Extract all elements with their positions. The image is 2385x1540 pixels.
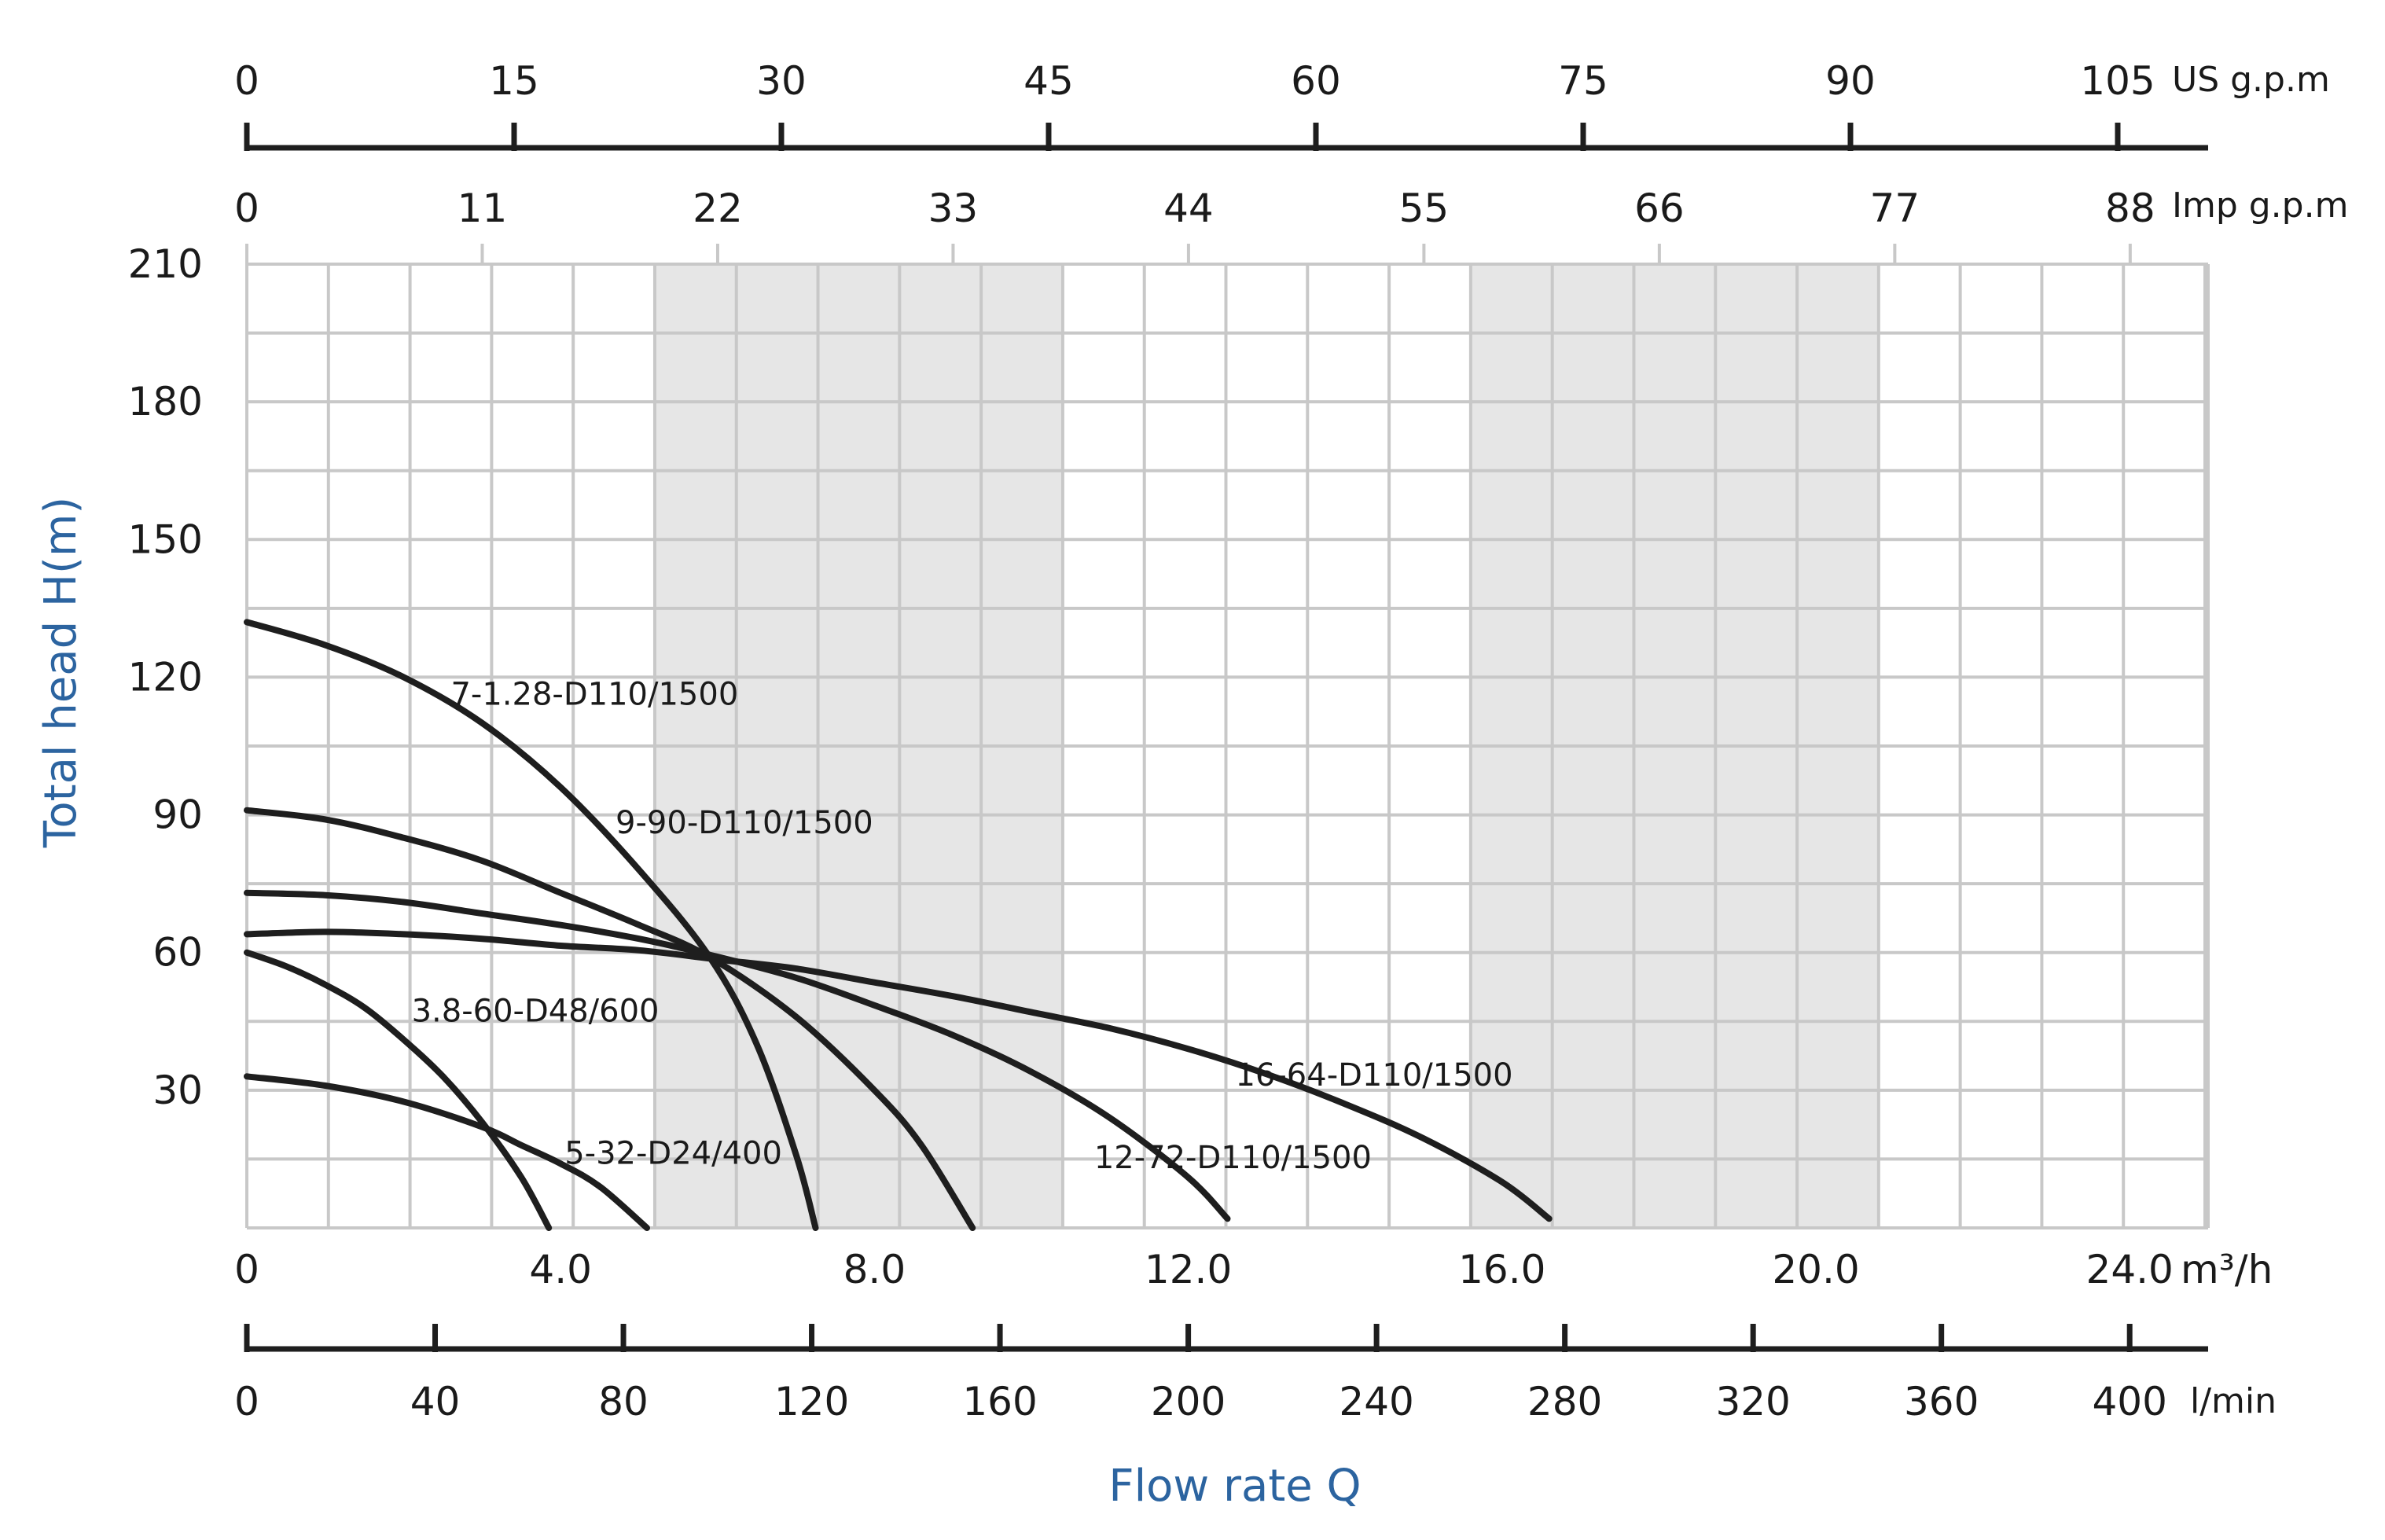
series-label: 7-1.28-D110/1500 [450,676,738,712]
x-tick-label: 24.0 [2086,1247,2174,1292]
imp_gpm-tick-label: 11 [458,186,508,231]
x-tick-label: 20.0 [1772,1247,1859,1292]
us_gpm-tick-label: 105 [2080,58,2155,104]
us_gpm-tick-label: 30 [756,58,807,104]
l_min-tick-label: 400 [2092,1379,2166,1424]
imp_gpm-tick-label: 22 [693,186,743,231]
l_min-tick-label: 360 [1904,1379,1979,1424]
x-tick-label: 12.0 [1145,1247,1232,1292]
us_gpm-unit-label: US g.p.m [2172,60,2330,100]
imp_gpm-tick-label: 66 [1634,186,1685,231]
series-label: 12-72-D110/1500 [1094,1140,1372,1176]
y-tick-label: 120 [128,654,203,700]
us_gpm-tick-label: 75 [1558,58,1608,104]
us_gpm-tick-label: 60 [1291,58,1341,104]
series-line-9-90-D110/1500 [244,807,976,1231]
x-axis-title: Flow rate Q [1108,1461,1361,1512]
series-label: 16-64-D110/1500 [1235,1057,1512,1093]
y-tick-label: 60 [153,930,203,976]
l_min-tick-label: 120 [774,1379,849,1424]
imp_gpm-tick-label: 44 [1163,186,1214,231]
imp_gpm-unit-label: Imp g.p.m [2172,186,2348,226]
l_min-tick-label: 200 [1151,1379,1226,1424]
imp_gpm-tick-label: 88 [2105,186,2155,231]
series-line-16-64-D110/1500 [244,928,1553,1222]
y-tick-label: 180 [128,379,203,425]
y-axis-title: Total head H(m) [35,497,86,849]
imp_gpm-tick-label: 33 [928,186,979,231]
x-tick-label: 16.0 [1458,1247,1545,1292]
l_min-tick-label: 40 [410,1379,461,1424]
us_gpm-tick-label: 15 [489,58,539,104]
x-tick-label: 0 [234,1247,259,1292]
series-line-7-1.28-D110/1500 [244,619,819,1231]
series-label: 9-90-D110/1500 [616,805,873,841]
l_min-unit-label: l/min [2190,1381,2277,1421]
series-labels: 7-1.28-D110/1500 9-90-D110/1500 12-72-D110… [412,676,1513,1176]
us_gpm-tick-label: 45 [1023,58,1074,104]
series-label: 5-32-D24/400 [564,1135,782,1171]
l_min-tick-label: 0 [234,1379,259,1424]
imp_gpm-tick-label: 55 [1399,186,1450,231]
l_min-tick-label: 280 [1527,1379,1602,1424]
l_min-tick-label: 240 [1339,1379,1413,1424]
l_min-tick-label: 80 [598,1379,649,1424]
y-tick-label: 90 [153,792,203,838]
grid [245,263,2210,1229]
y-tick-label: 210 [128,241,203,287]
y-tick-label: 150 [128,516,203,562]
us_gpm-tick-label: 90 [1825,58,1876,104]
series-line-5-32-D24/400 [244,1073,650,1231]
x-tick-label: 4.0 [529,1247,592,1292]
x-unit-label: m³/h [2181,1247,2273,1292]
series-line-3.8-60-D48/600 [244,949,553,1231]
l_min-tick-label: 320 [1715,1379,1790,1424]
x-tick-label: 8.0 [843,1247,906,1292]
y-tick-label: 30 [153,1068,203,1113]
imp_gpm-tick-label: 0 [234,186,259,231]
us_gpm-tick-label: 0 [234,58,259,104]
l_min-tick-label: 160 [962,1379,1037,1424]
series-label: 3.8-60-D48/600 [412,993,660,1029]
imp_gpm-tick-label: 77 [1870,186,1920,231]
series-lines [244,619,1553,1231]
